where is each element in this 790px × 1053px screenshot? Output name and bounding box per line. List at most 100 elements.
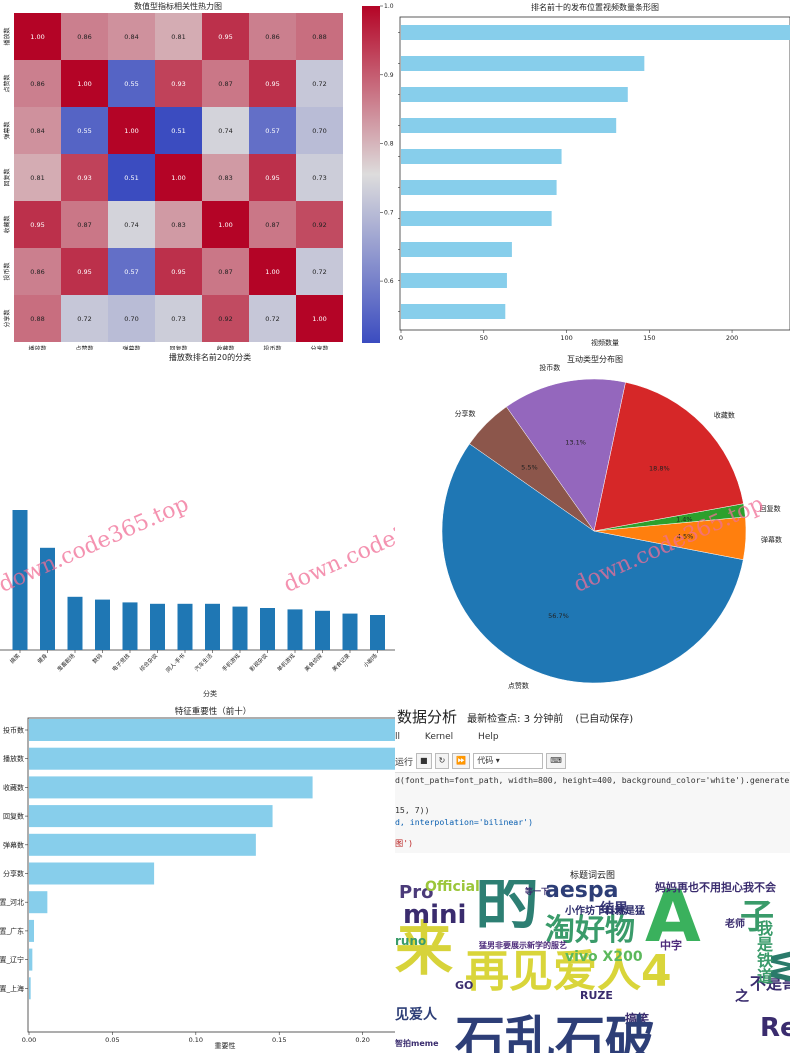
heatmap-cell (249, 13, 296, 60)
wordcloud-word: 老师 (725, 919, 745, 930)
feature-bar (29, 833, 256, 856)
restart-icon[interactable]: ↻ (434, 753, 450, 769)
category-bar (315, 610, 330, 650)
heatmap-cell (61, 60, 108, 107)
category-play-panel: 播放数排名前20的分类 搞笑 健身 鬼畜剧场 数码 电子竞技 综合杂谈 同人·手书 汽车生活手… (0, 350, 395, 705)
wordcloud-word: 来 (395, 915, 454, 983)
location-count-chart: 排名前十的发布位置视频数量条形图 0 50 100 150 200 视频数量 (398, 2, 790, 347)
heatmap-cell-value: 0.95 (265, 80, 279, 88)
pie-pct-label: 18.8% (649, 464, 670, 472)
code-cell[interactable]: d(font_path=font_path, width=800, height… (395, 772, 790, 853)
heatmap-cell (296, 248, 343, 295)
wordcloud-word: 猛男非要展示新学的服艺 (479, 941, 567, 950)
heatmap-cell-value: 0.87 (77, 221, 91, 229)
heatmap-y-label: 分享数 (3, 309, 11, 327)
category-label: 美食记录 (330, 651, 352, 673)
run-button[interactable]: 运行 (395, 757, 414, 768)
category-label: 鬼畜剧场 (55, 651, 77, 673)
stop-icon[interactable]: ■ (416, 753, 432, 769)
heatmap-cell (61, 248, 108, 295)
heatmap-cell-value: 0.70 (124, 315, 138, 323)
heatmap-cell (249, 295, 296, 342)
heatmap-colorbar (362, 6, 380, 343)
category-label: 搞笑 (8, 651, 22, 665)
heatmap-cell (61, 154, 108, 201)
feature-bar (29, 977, 31, 1000)
colorbar-tick: 1.0 (384, 3, 394, 10)
heatmap-cell-value: 0.81 (171, 33, 185, 41)
pie-pct-label: 1.4% (676, 516, 693, 524)
heatmap-cell-value: 0.72 (77, 315, 91, 323)
category-bar (12, 510, 28, 650)
location-bar (401, 273, 507, 288)
heatmap-cell (202, 13, 249, 60)
heatmap-cell (202, 60, 249, 107)
correlation-heatmap-panel: 数值型指标相关性热力图 1.00 0.86 0.84 0.81 0.95 0.86 0.88… (0, 0, 395, 365)
wordcloud-word: W (763, 950, 790, 984)
pie-pct-label: 56.7% (548, 612, 569, 620)
heatmap-cell (108, 107, 155, 154)
wordcloud-title: 标题词云图 (569, 871, 615, 881)
location-bar (401, 242, 512, 257)
heatmap-cell-value: 0.95 (30, 221, 44, 229)
heatmap-cell (249, 154, 296, 201)
location-xtick: 200 (726, 334, 738, 342)
wordcloud-word: Pro (399, 882, 434, 903)
location-xtick: 50 (480, 334, 488, 342)
heatmap-cell (108, 13, 155, 60)
keyboard-icon[interactable]: ⌨ (546, 753, 566, 769)
cell-type-value: 代码 (477, 756, 494, 765)
heatmap-cell (155, 248, 202, 295)
wordcloud-word: 之 (735, 989, 749, 1005)
heatmap-cell-value: 0.92 (312, 221, 326, 229)
menu-kernel[interactable]: Kernel (424, 732, 454, 742)
heatmap-cell (249, 201, 296, 248)
heatmap-cell (155, 295, 202, 342)
menu-cell[interactable]: ll (395, 732, 401, 742)
feature-xtick: 0.15 (272, 1036, 286, 1044)
category-bar (260, 608, 275, 650)
heatmap-cell-value: 0.86 (265, 33, 279, 41)
category-xlabel: 分类 (203, 689, 217, 698)
location-xtick: 100 (560, 334, 572, 342)
category-bar (95, 599, 110, 650)
menu-help[interactable]: Help (478, 732, 499, 742)
category-label: 电子竞技 (110, 651, 132, 673)
pie-slice (441, 443, 744, 684)
heatmap-cell-value: 1.00 (30, 33, 44, 41)
pie-pct-label: 4.5% (677, 532, 694, 540)
colorbar-tick: 0.8 (384, 141, 394, 148)
cell-type-select[interactable]: 代码 ▾ (473, 753, 544, 769)
heatmap-cell (14, 201, 61, 248)
heatmap-cell (61, 201, 108, 248)
wordcloud-word: Official (425, 880, 480, 895)
wordcloud-word: 子 (740, 897, 774, 937)
interaction-pie-chart: 互动类型分布图 点赞数 56.7% 弹幕数 4.5% 回复数 1.4% 收藏数 18.8% 投币… (441, 354, 782, 690)
wordcloud-word: 小作坊下料就是猛 (565, 906, 645, 917)
heatmap-cell (296, 154, 343, 201)
heatmap-cell-value: 0.51 (171, 127, 185, 135)
notebook-title[interactable]: 数据分析 (397, 708, 458, 726)
heatmap-cell-value: 1.00 (124, 127, 138, 135)
code-line: 15, 7)) (395, 805, 430, 815)
fast-forward-icon[interactable]: ⏩ (452, 753, 471, 769)
heatmap-cell (155, 60, 202, 107)
heatmap-cell-value: 0.95 (218, 33, 232, 41)
wordcloud-word: A (645, 880, 701, 958)
feature-bar (29, 891, 48, 914)
category-label: 手机游戏 (220, 651, 242, 673)
wordcloud-word: 搞笑 (625, 1012, 650, 1026)
heatmap-cell (14, 107, 61, 154)
heatmap-cell (14, 154, 61, 201)
feature-xtick: 0.05 (105, 1036, 119, 1044)
heatmap-cell-value: 0.74 (124, 221, 138, 229)
notebook-toolbar: 运行 ■ ↻ ⏩ 代码 ▾ ⌨ (395, 752, 566, 770)
heatmap-cell-value: 0.92 (218, 315, 232, 323)
heatmap-cell-value: 0.86 (77, 33, 91, 41)
heatmap-cell-value: 0.74 (218, 127, 232, 135)
heatmap-cell (108, 295, 155, 342)
feature-bar (29, 719, 396, 741)
heatmap-cell-value: 0.73 (171, 315, 185, 323)
feature-importance-panel: 特征重要性（前十） 投币数 播放数 收藏数 回复数 弹幕数 分享数 置_河北 置_广东 置_辽宁… (0, 700, 398, 1053)
code-line: d(font_path=font_path, width=800, height… (395, 775, 790, 785)
